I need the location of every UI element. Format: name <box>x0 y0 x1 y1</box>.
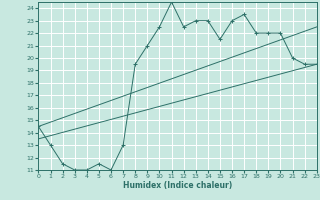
X-axis label: Humidex (Indice chaleur): Humidex (Indice chaleur) <box>123 181 232 190</box>
